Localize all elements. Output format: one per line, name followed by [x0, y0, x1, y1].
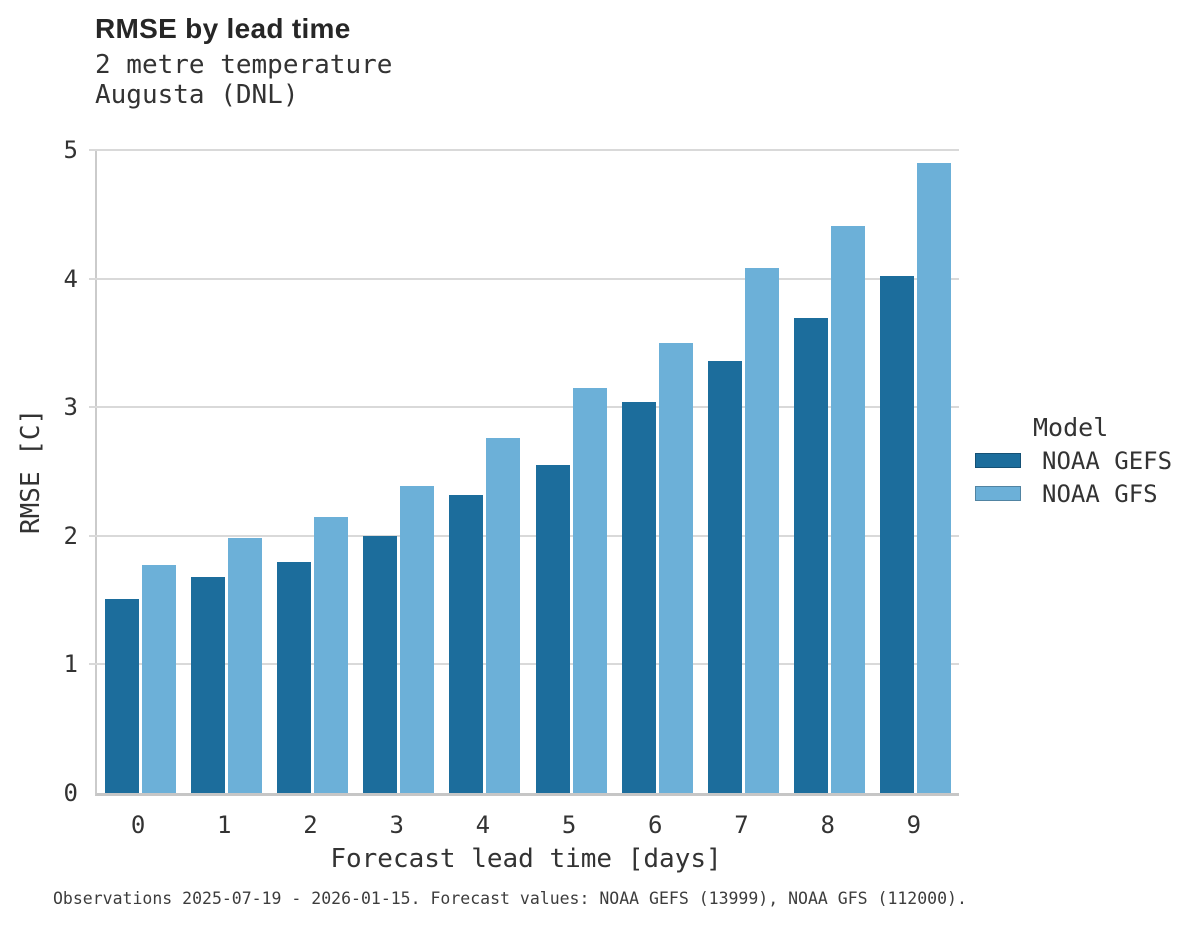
bar-noaa-gfs-day-5 [572, 387, 607, 793]
legend-label: NOAA GEFS [1042, 446, 1173, 475]
y-tick-label: 4 [63, 264, 78, 293]
bar-noaa-gefs-day-5 [535, 465, 570, 793]
legend: Model NOAA GEFS NOAA GFS [975, 412, 1190, 510]
x-tick-label: 2 [303, 811, 318, 839]
bar-noaa-gefs-day-4 [449, 494, 484, 793]
gridline [89, 663, 959, 666]
footer-caption: Observations 2025-07-19 - 2026-01-15. Fo… [53, 889, 967, 908]
bar-noaa-gefs-day-0 [104, 598, 139, 793]
y-tick-label: 2 [63, 521, 78, 550]
x-tick-label: 3 [389, 811, 404, 839]
bar-noaa-gfs-day-0 [141, 565, 176, 793]
plot-area [89, 149, 959, 796]
bar-noaa-gfs-day-4 [486, 438, 521, 793]
bar-noaa-gefs-day-6 [621, 402, 656, 793]
bar-noaa-gfs-day-8 [831, 225, 866, 793]
x-tick-label: 9 [906, 811, 922, 839]
chart-subtitle-station: Augusta (DNL) [95, 80, 299, 110]
bar-noaa-gefs-day-1 [190, 576, 225, 793]
x-tick-label: 4 [475, 811, 491, 839]
bar-noaa-gfs-day-3 [400, 485, 435, 793]
bar-noaa-gefs-day-7 [708, 360, 742, 793]
x-tick-label: 0 [130, 811, 146, 839]
legend-entry: NOAA GEFS [975, 444, 1190, 477]
bar-noaa-gfs-day-9 [917, 162, 952, 793]
bar-noaa-gfs-day-1 [227, 538, 262, 793]
bar-noaa-gfs-day-6 [658, 342, 693, 793]
y-tick-label: 1 [63, 650, 78, 679]
y-tick-label: 3 [63, 393, 78, 422]
x-axis-tick-labels: 0 1 2 3 4 5 6 7 8 9 [95, 810, 957, 840]
x-tick-label: 1 [217, 811, 232, 839]
legend-title: Model [1033, 413, 1109, 442]
bar-noaa-gfs-day-2 [314, 516, 348, 793]
gridline [89, 277, 959, 280]
legend-label: NOAA GFS [1042, 479, 1158, 508]
x-axis-label: Forecast lead time [days] [330, 844, 722, 874]
y-tick-label: 5 [63, 136, 78, 164]
y-axis-tick-labels: 0 1 2 3 4 5 [0, 136, 78, 807]
legend-entries: NOAA GEFS NOAA GFS [975, 444, 1190, 510]
bar-noaa-gfs-day-7 [745, 268, 779, 793]
bar-noaa-gefs-day-8 [794, 318, 829, 793]
legend-swatch [975, 453, 1021, 468]
chart-title: RMSE by lead time [95, 13, 351, 44]
x-tick-label: 8 [820, 811, 835, 839]
gridline [89, 149, 959, 151]
gridline [89, 534, 959, 537]
y-tick-label: 0 [63, 779, 78, 807]
legend-swatch [975, 486, 1021, 501]
chart-subtitle-variable: 2 metre temperature [95, 50, 393, 80]
x-tick-label: 5 [561, 811, 577, 839]
bar-noaa-gefs-day-9 [880, 276, 915, 793]
legend-entry: NOAA GFS [975, 477, 1190, 510]
x-tick-label: 7 [734, 811, 749, 839]
gridline [89, 406, 959, 409]
x-tick-label: 6 [648, 811, 663, 839]
bar-noaa-gefs-day-3 [363, 535, 398, 793]
bar-noaa-gefs-day-2 [277, 561, 311, 793]
